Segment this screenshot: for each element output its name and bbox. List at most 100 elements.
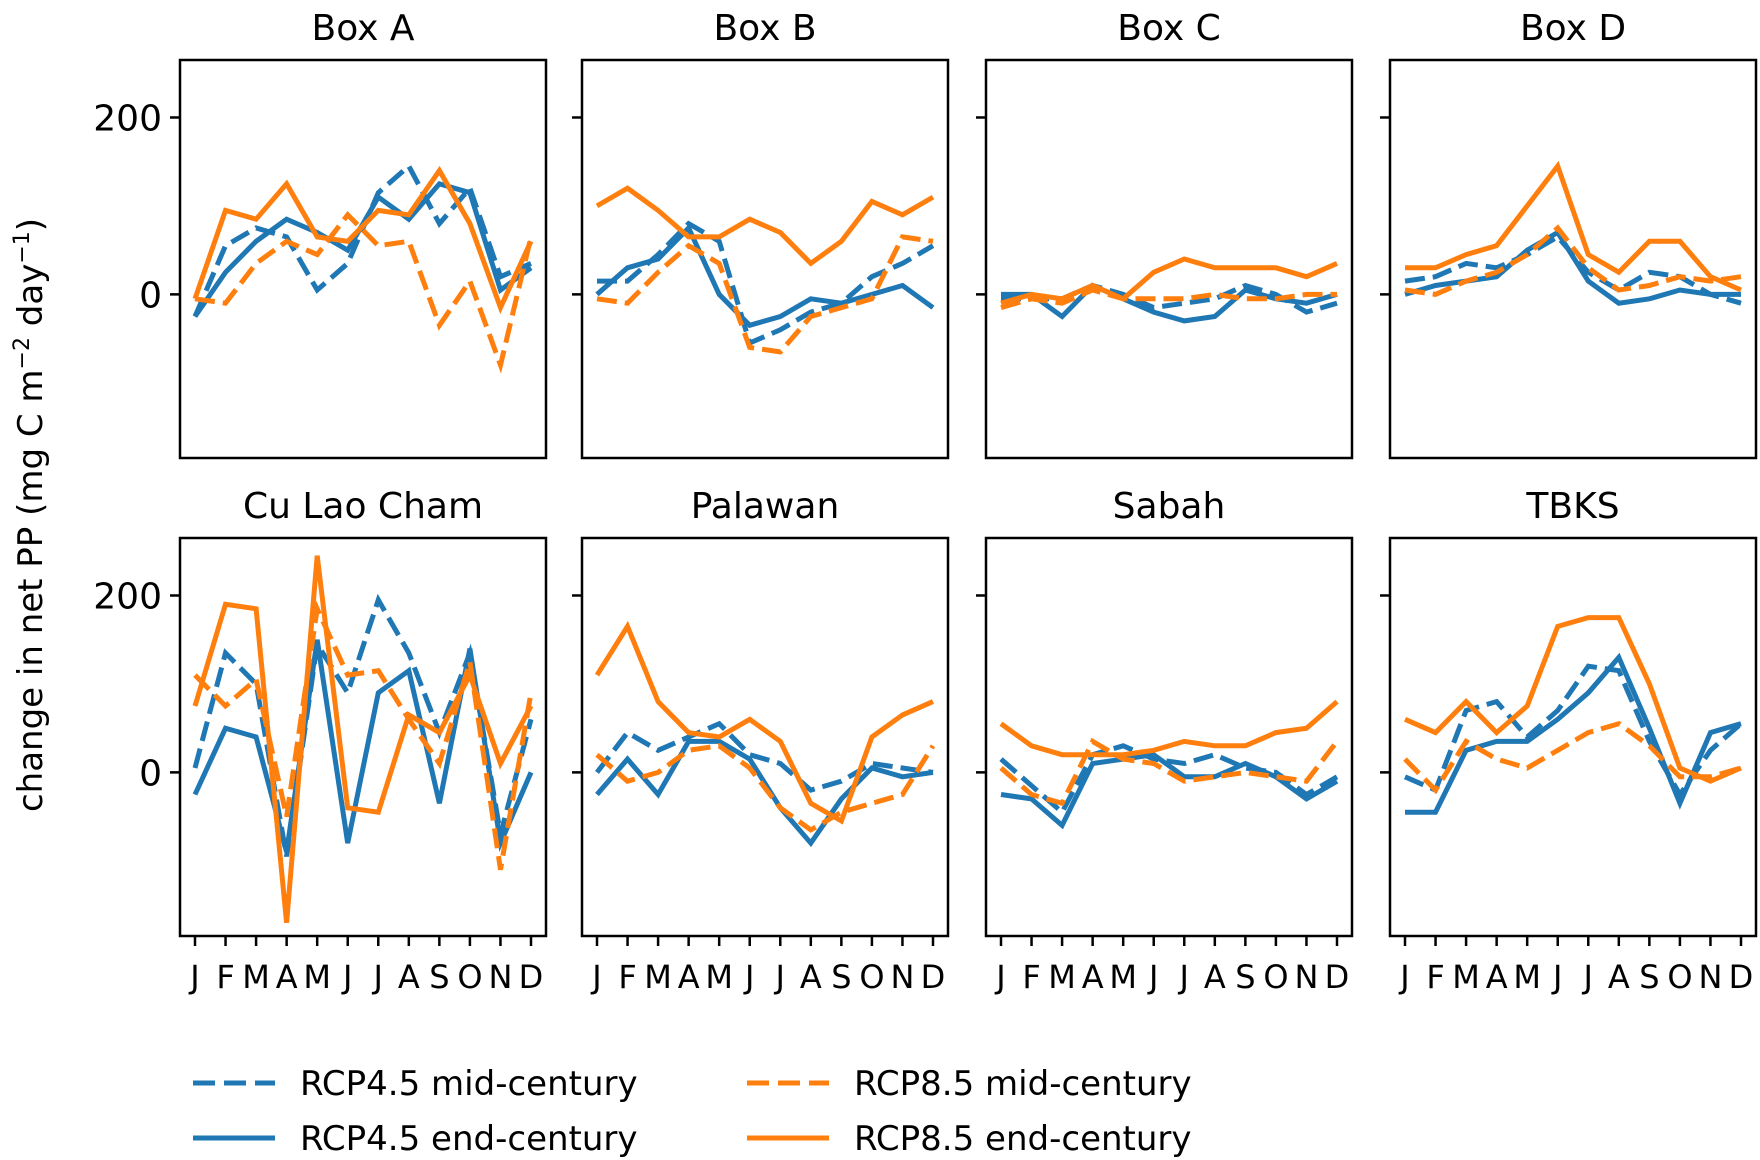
x-tick-label: M <box>303 958 331 996</box>
series-line-rcp4-5-mid-century <box>192 162 532 318</box>
panel-title: Palawan <box>691 486 840 527</box>
x-tick-label: N <box>1698 958 1722 996</box>
x-tick-label: J <box>743 958 754 996</box>
panel-box-a: Box A 200 0 <box>93 8 548 460</box>
plot-frame <box>178 58 548 460</box>
x-tick-label: M <box>1048 958 1076 996</box>
x-tick-label: J <box>341 958 352 996</box>
x-tick-label: J <box>1398 958 1409 996</box>
y-axis-label-end: ) <box>11 218 51 231</box>
legend-label-rcp45-end: RCP4.5 end-century <box>300 1119 638 1159</box>
series-line-rcp4-5-end-century <box>1000 752 1339 830</box>
plot-frame <box>580 58 950 460</box>
y-axis-label-mid: day <box>11 264 51 337</box>
y-axis-label-sup2: −1 <box>10 231 35 263</box>
panel-title: TBKS <box>1525 486 1619 527</box>
x-tick-label: D <box>1325 958 1350 996</box>
plot-frame <box>1388 536 1758 938</box>
x-tick-label: D <box>519 958 544 996</box>
x-tick-label: M <box>644 958 672 996</box>
x-tick-label: D <box>921 958 946 996</box>
x-tick-label: J <box>1178 958 1189 996</box>
x-tick-label: A <box>1204 958 1226 996</box>
series-line-rcp4-5-mid-century <box>595 720 934 793</box>
panels: Box A 200 0 Box B Box C Box D Cu Lao Cham 200 0 J… <box>93 8 1758 996</box>
panel-title: Box D <box>1520 8 1626 49</box>
panel-box-d: Box D <box>1380 8 1758 460</box>
y-tick-label: 200 <box>93 98 162 139</box>
series-line-rcp8-5-mid-century <box>194 211 534 374</box>
y-tick-label: 200 <box>93 576 162 617</box>
panel-box-b: Box B <box>572 8 950 460</box>
x-tick-label: A <box>800 958 822 996</box>
plot-frame <box>1388 58 1758 460</box>
panel-title: Box B <box>713 8 816 49</box>
x-tick-label: S <box>831 958 851 996</box>
legend: RCP4.5 mid-century RCP8.5 mid-century RC… <box>193 1064 1192 1159</box>
x-tick-label: J <box>774 958 785 996</box>
legend-label-rcp85-end: RCP8.5 end-century <box>854 1119 1192 1159</box>
x-tick-label: M <box>1452 958 1480 996</box>
series-line-rcp8-5-mid-century <box>999 737 1339 807</box>
series-line-rcp8-5-mid-century <box>595 743 936 833</box>
x-tick-label: A <box>276 958 298 996</box>
x-tick-label: A <box>398 958 420 996</box>
x-tick-label: A <box>1486 958 1508 996</box>
series-line-rcp8-5-end-century <box>192 165 534 315</box>
x-tick-label: F <box>618 958 636 996</box>
y-axis-label: change in net PP (mg C m−2 day−1) <box>10 218 51 812</box>
x-tick-label: M <box>1513 958 1541 996</box>
series-line-rcp4-5-end-century <box>595 738 934 848</box>
series-line-rcp8-5-mid-century <box>1403 720 1742 795</box>
x-tick-label: J <box>188 958 199 996</box>
panel-title: Cu Lao Cham <box>243 486 483 527</box>
x-tick-label: A <box>678 958 700 996</box>
x-tick-label: O <box>859 958 884 996</box>
x-tick-label: J <box>590 958 601 996</box>
series-line-rcp8-5-mid-century <box>1000 287 1337 311</box>
y-axis-label-sup1: −2 <box>10 337 35 369</box>
x-tick-label: O <box>457 958 482 996</box>
x-tick-label: S <box>1235 958 1255 996</box>
x-tick-label: S <box>1639 958 1659 996</box>
y-axis-label-main: change in net PP (mg C m <box>11 369 51 812</box>
x-tick-label: F <box>216 958 234 996</box>
x-tick-label: J <box>1551 958 1562 996</box>
x-tick-label: N <box>890 958 914 996</box>
series-line-rcp8-5-end-century <box>1404 615 1742 784</box>
x-tick-label: O <box>1263 958 1288 996</box>
panel-title: Box C <box>1117 8 1221 49</box>
panel-box-c: Box C <box>976 8 1354 460</box>
panel-title: Sabah <box>1113 486 1226 527</box>
plot-frame <box>984 58 1354 460</box>
x-tick-label: J <box>994 958 1005 996</box>
x-tick-label: N <box>488 958 512 996</box>
legend-label-rcp85-mid: RCP8.5 mid-century <box>854 1064 1192 1104</box>
series-line-rcp4-5-end-century <box>1404 229 1741 306</box>
legend-label-rcp45-mid: RCP4.5 mid-century <box>300 1064 638 1104</box>
x-tick-label: A <box>1608 958 1630 996</box>
series-line-rcp8-5-end-century <box>192 555 534 923</box>
x-tick-label: M <box>1109 958 1137 996</box>
x-tick-label: F <box>1022 958 1040 996</box>
series-line-rcp8-5-end-century <box>1405 160 1742 293</box>
x-tick-label: M <box>705 958 733 996</box>
y-tick-label: 0 <box>139 275 162 316</box>
x-tick-label: O <box>1667 958 1692 996</box>
series-line-rcp8-5-end-century <box>594 620 934 825</box>
x-tick-label: N <box>1294 958 1318 996</box>
series-line-rcp8-5-mid-century <box>1404 224 1742 297</box>
x-tick-label: M <box>242 958 270 996</box>
x-tick-label: F <box>1426 958 1444 996</box>
series-line-rcp8-5-mid-century <box>596 234 934 355</box>
x-tick-label: S <box>429 958 449 996</box>
series-line-rcp8-5-end-century <box>1000 256 1338 306</box>
x-tick-label: A <box>1082 958 1104 996</box>
panel-title: Box A <box>312 8 415 49</box>
series-line-rcp4-5-mid-century <box>1404 663 1743 800</box>
plot-frame <box>580 536 950 938</box>
